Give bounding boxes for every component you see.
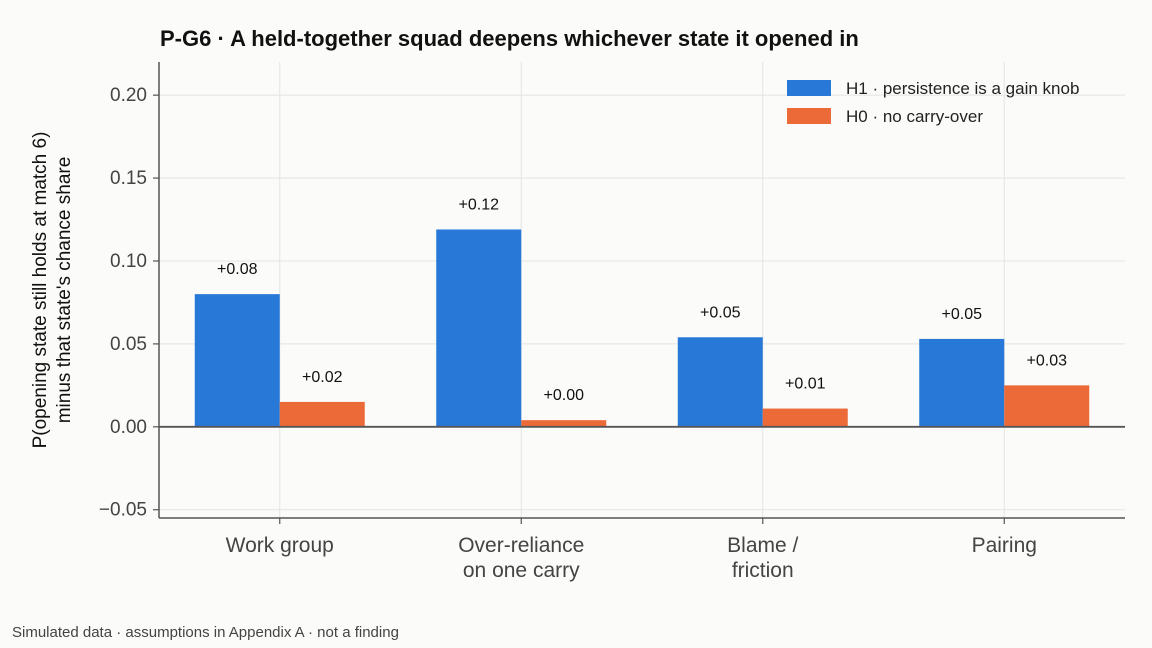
y-tick-label: 0.10: [110, 251, 147, 272]
x-category-label: Blame /: [727, 534, 798, 557]
y-axis-label: P(opening state still holds at match 6): [30, 132, 51, 449]
bar-h1: [677, 337, 763, 427]
y-tick-label: 0.05: [110, 334, 147, 355]
bar-h0: [762, 408, 848, 427]
labels-layer: +0.08 +0.12 +0.05 +0.05 +0.02 +0.00 +0.01 +0.03: [217, 196, 1067, 404]
grid-layer: [159, 62, 1125, 518]
bar-h0: [279, 401, 365, 427]
bar-value-label: +0.05: [700, 304, 741, 321]
legend-label: H1 · persistence is a gain knob: [846, 79, 1079, 98]
legend-swatch-h0: [787, 108, 831, 124]
bar-h1: [194, 294, 280, 427]
x-category-label: friction: [732, 559, 794, 582]
bar-h1: [436, 229, 522, 427]
y-tick-label: 0.20: [110, 85, 147, 106]
x-category-label: on one carry: [463, 559, 580, 582]
bar-value-label: +0.00: [544, 387, 585, 404]
bar-h0: [1004, 385, 1090, 427]
x-category-label: Work group: [226, 534, 334, 557]
x-category-label: Pairing: [972, 534, 1037, 557]
footnote: Simulated data · assumptions in Appendix…: [12, 624, 399, 641]
y-tick-label: −0.05: [99, 500, 147, 521]
bar-h1: [919, 338, 1005, 427]
bar-h0: [521, 420, 607, 427]
bar-value-label: +0.05: [942, 306, 983, 323]
y-tick-label: 0.15: [110, 168, 147, 189]
bar-value-label: +0.12: [459, 196, 500, 213]
legend-swatch-h1: [787, 80, 831, 96]
bar-value-label: +0.02: [302, 369, 343, 386]
x-category-label: Over-reliance: [458, 534, 584, 557]
axes-layer: −0.05 0.00 0.05 0.10 0.15 0.20 Work group Over-…: [30, 62, 1125, 582]
bar-value-label: +0.08: [217, 261, 258, 278]
bar-value-label: +0.03: [1027, 352, 1068, 369]
legend-label: H0 · no carry-over: [846, 107, 983, 126]
bars-layer: [194, 229, 1090, 427]
y-tick-label: 0.00: [110, 417, 147, 438]
chart-title: P-G6 · A held-together squad deepens whi…: [160, 26, 859, 51]
y-axis-label: minus that state's chance share: [54, 157, 75, 424]
legend: H1 · persistence is a gain knob H0 · no c…: [787, 79, 1079, 126]
bar-value-label: +0.01: [785, 376, 826, 393]
